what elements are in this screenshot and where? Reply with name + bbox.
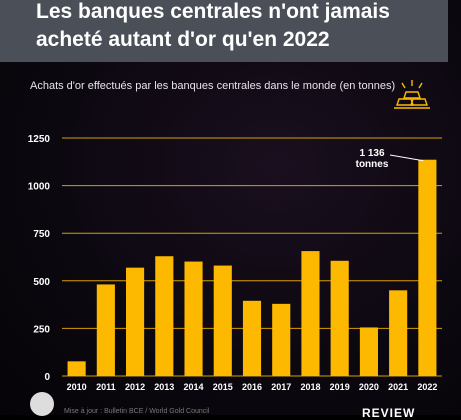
bar <box>418 159 437 376</box>
gold-bars-icon <box>394 80 430 109</box>
bar <box>213 265 232 376</box>
annotation-leader <box>389 154 424 162</box>
camera-icon[interactable] <box>30 392 54 416</box>
annotation-unit: tonnes <box>356 159 389 170</box>
annotation-value: 1 136 <box>359 148 384 159</box>
x-tick-label: 2014 <box>184 382 204 392</box>
bar <box>126 267 145 376</box>
x-tick-label: 2016 <box>242 382 262 392</box>
bar <box>184 261 203 376</box>
y-tick-label: 0 <box>44 372 50 383</box>
y-tick-label: 1000 <box>28 182 51 193</box>
bar <box>96 284 115 376</box>
footer-source: Mise à jour : Bulletin BCE / World Gold … <box>64 408 210 415</box>
bar <box>242 300 262 376</box>
footer-brand: REVIEW <box>362 406 416 420</box>
x-tick-label: 2017 <box>271 382 291 392</box>
bar <box>67 361 86 376</box>
chart-title: Les banques centrales n'ont jamais achet… <box>36 0 390 51</box>
x-tick-label: 2022 <box>417 382 437 392</box>
bar <box>301 251 320 376</box>
y-tick-label: 1250 <box>28 134 51 145</box>
bar-chart: 0 250 500 750 1000 1250 2010 2011 2012 2013 2014 20… <box>28 134 442 392</box>
x-tick-label: 2011 <box>96 382 116 392</box>
title-banner: Les banques centrales n'ont jamais achet… <box>0 0 448 62</box>
bar <box>389 290 408 376</box>
y-tick-label: 750 <box>33 229 50 240</box>
x-tick-label: 2018 <box>300 382 320 392</box>
chart-subtitle: Achats d'or effectués par les banques ce… <box>30 80 396 92</box>
x-tick-label: 2010 <box>67 382 87 392</box>
x-tick-label: 2012 <box>125 382 145 392</box>
x-tick-label: 2015 <box>213 382 233 392</box>
bar <box>155 256 174 376</box>
bar <box>330 260 349 376</box>
x-tick-label: 2020 <box>359 382 379 392</box>
bar <box>272 303 291 376</box>
y-tick-label: 250 <box>33 324 50 335</box>
x-tick-label: 2021 <box>388 382 408 392</box>
bar <box>359 327 378 376</box>
x-tick-label: 2013 <box>154 382 174 392</box>
x-tick-label: 2019 <box>330 382 350 392</box>
y-tick-label: 500 <box>33 277 50 288</box>
